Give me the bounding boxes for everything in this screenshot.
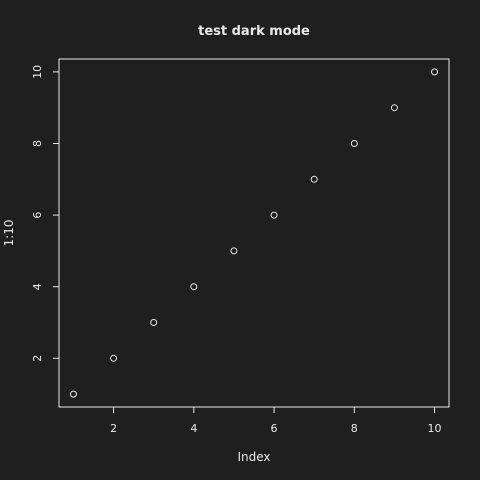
y-tick-label: 10 bbox=[31, 65, 44, 79]
data-points bbox=[69, 68, 439, 398]
chart-title: test dark mode bbox=[198, 24, 310, 39]
data-point bbox=[150, 319, 158, 327]
data-point bbox=[431, 68, 439, 76]
x-axis: 2 4 6 8 10 bbox=[110, 407, 442, 435]
y-axis-label: 1:10 bbox=[2, 220, 16, 247]
data-point bbox=[310, 175, 318, 183]
y-tick-label: 2 bbox=[31, 355, 44, 362]
y-tick-label: 8 bbox=[31, 140, 44, 147]
y-tick-label: 4 bbox=[31, 283, 44, 290]
x-tick-label: 8 bbox=[351, 422, 358, 435]
data-point bbox=[69, 390, 77, 398]
data-point bbox=[270, 211, 278, 219]
y-tick-label: 6 bbox=[31, 212, 44, 219]
y-axis: 2 4 6 8 10 bbox=[31, 65, 59, 362]
data-point bbox=[390, 104, 398, 112]
data-point bbox=[190, 283, 198, 291]
x-tick-label: 4 bbox=[190, 422, 197, 435]
data-point bbox=[350, 139, 358, 147]
plot-frame bbox=[58, 58, 450, 408]
data-point bbox=[110, 354, 118, 362]
data-point bbox=[230, 247, 238, 255]
x-tick-label: 6 bbox=[271, 422, 278, 435]
x-tick-label: 2 bbox=[110, 422, 117, 435]
x-tick-label: 10 bbox=[428, 422, 442, 435]
x-axis-label: Index bbox=[237, 450, 270, 464]
